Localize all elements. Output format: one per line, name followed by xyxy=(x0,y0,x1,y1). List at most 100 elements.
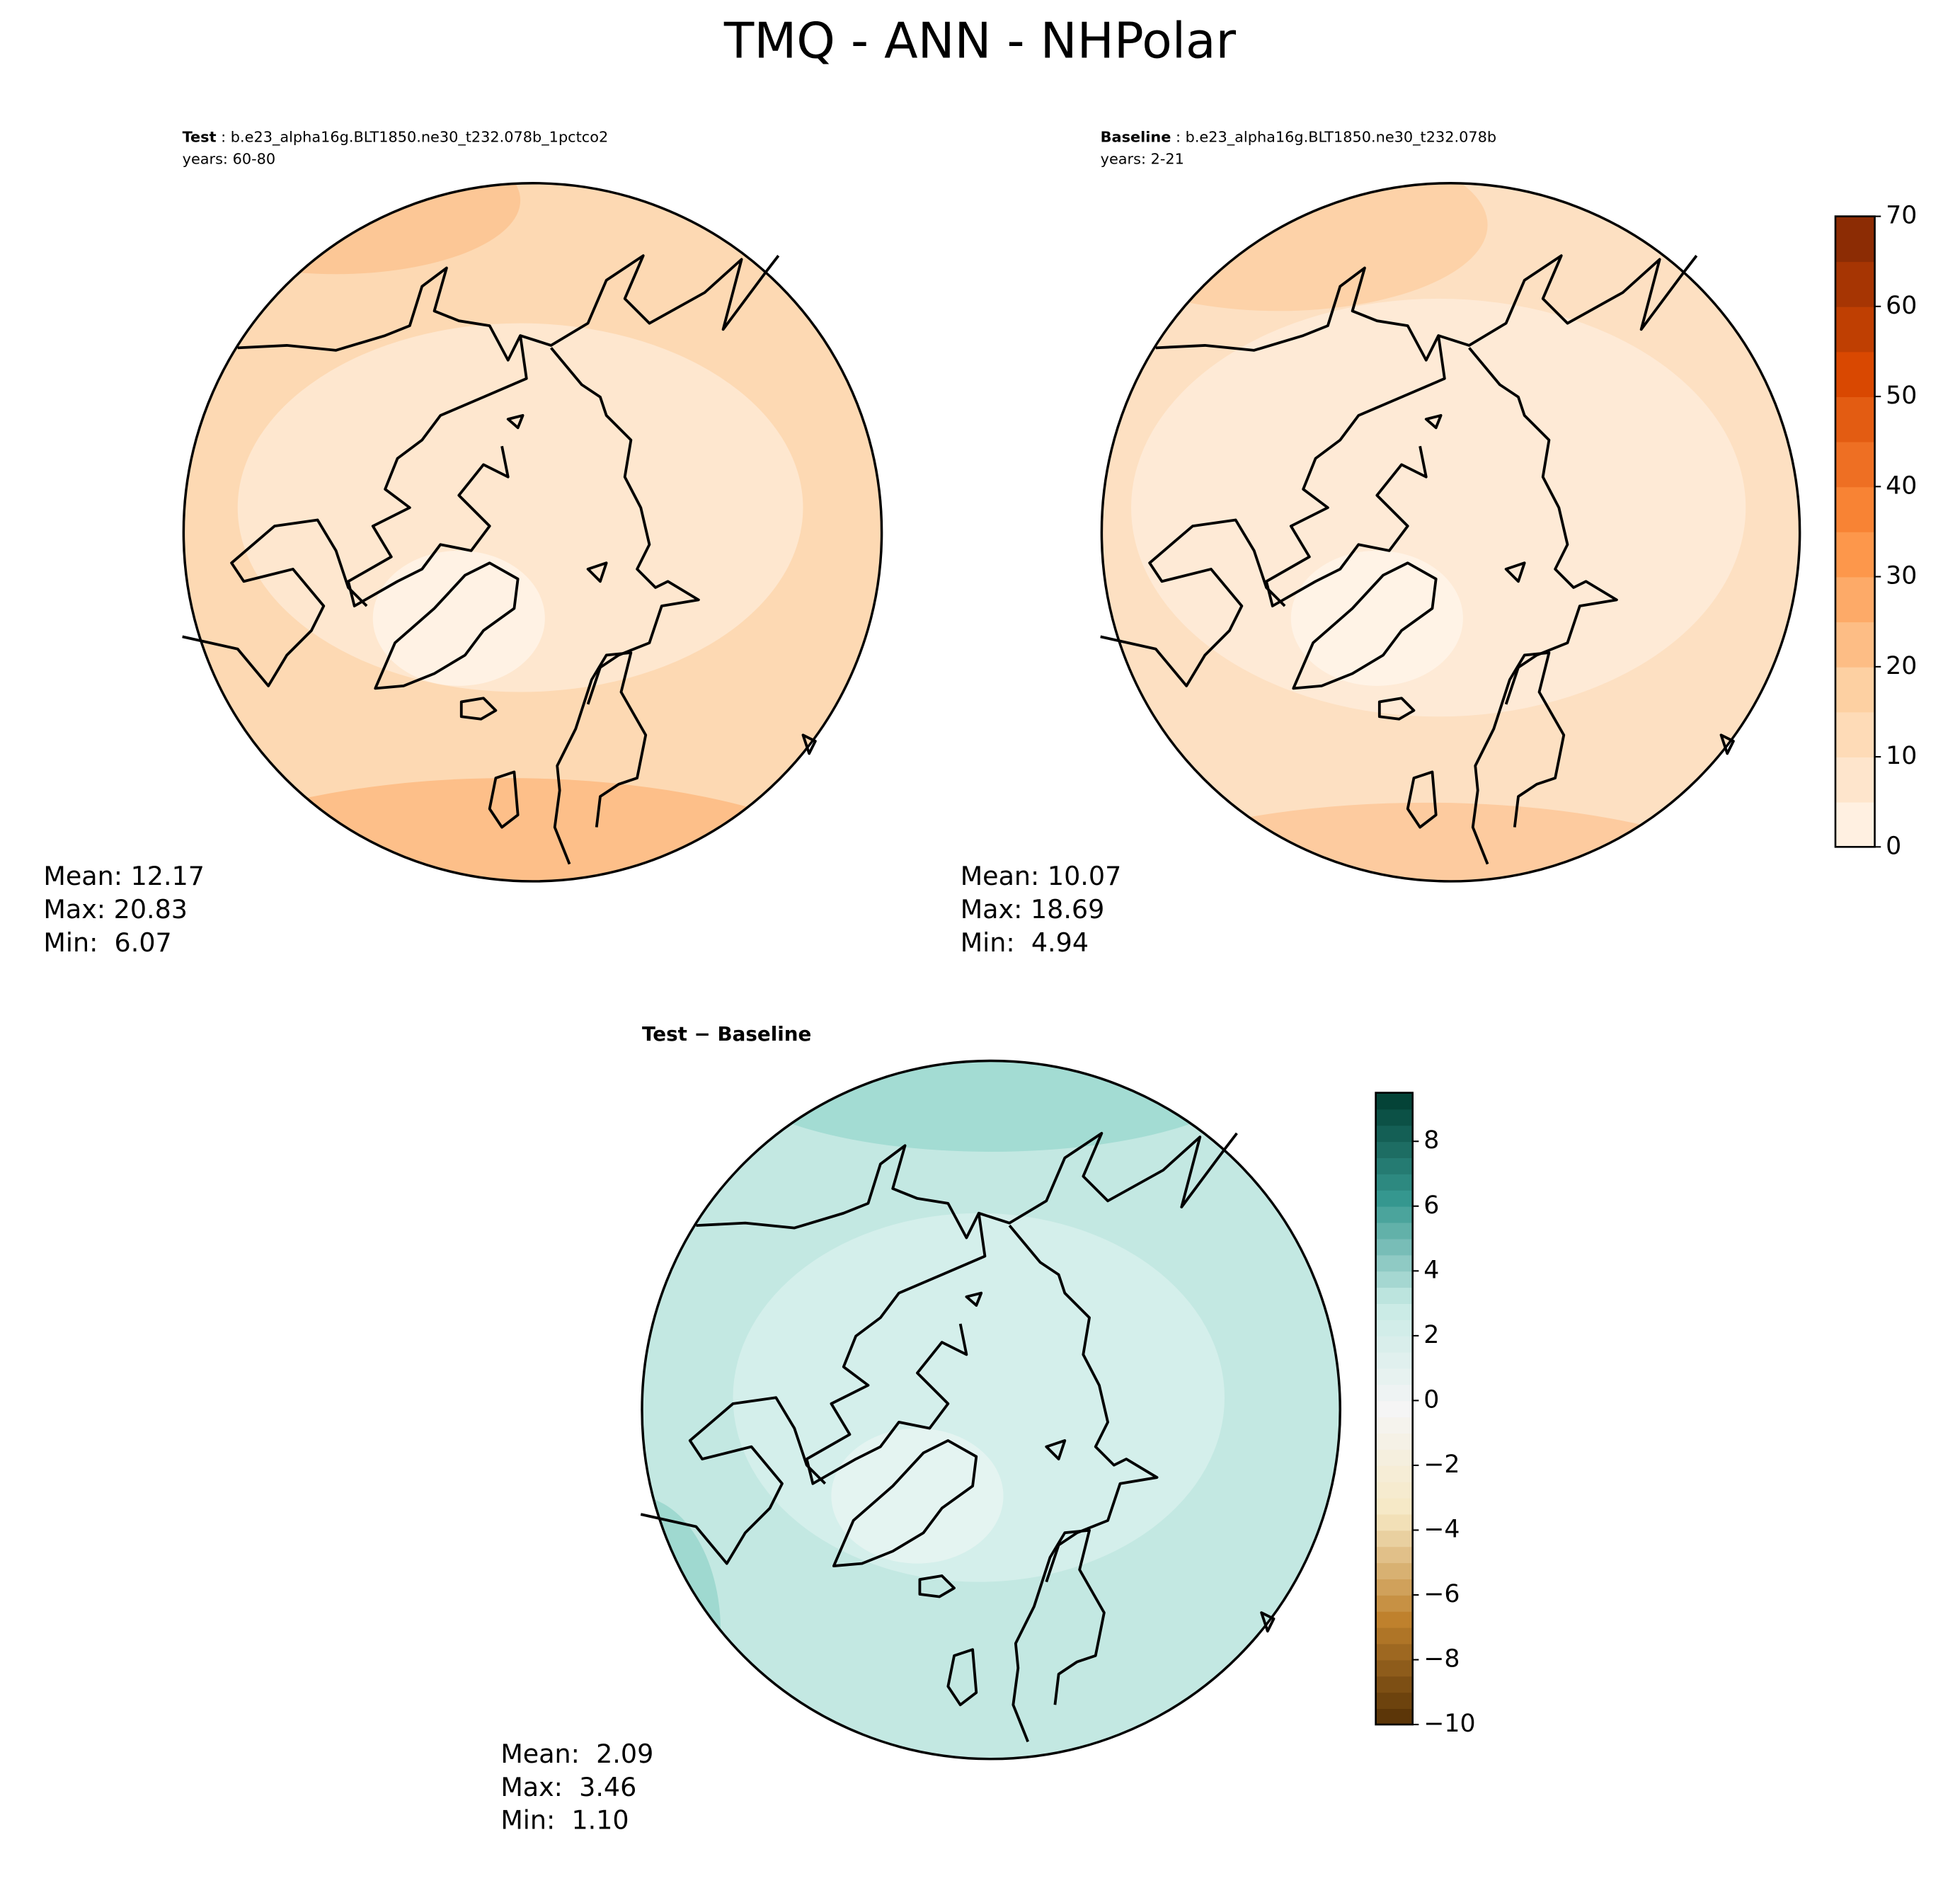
colorbar-tick-label: 60 xyxy=(1886,292,1917,320)
colorbar-band xyxy=(1835,306,1875,353)
stat: Mean: 12.17 xyxy=(43,861,205,891)
colorbar-band xyxy=(1375,1254,1413,1272)
colorbar-tick-label: 6 xyxy=(1423,1191,1439,1220)
case-name: : b.e23_alpha16g.BLT1850.ne30_t232.078b_… xyxy=(217,128,609,146)
stat: Min: 4.94 xyxy=(961,927,1089,958)
colorbar-band xyxy=(1375,1319,1413,1337)
colorbar-band xyxy=(1375,1643,1413,1661)
colorbar-band xyxy=(1375,1351,1413,1369)
colorbar-tick-label: 70 xyxy=(1886,202,1917,230)
stat: Mean: 10.07 xyxy=(961,861,1122,891)
panel-header: Baseline : b.e23_alpha16g.BLT1850.ne30_t… xyxy=(1101,128,1496,146)
map-panel: Test : b.e23_alpha16g.BLT1850.ne30_t232.… xyxy=(43,128,883,958)
colorbar-frame xyxy=(1834,215,1876,848)
colorbar-tick-label: 30 xyxy=(1886,562,1917,590)
colorbar-band xyxy=(1375,1303,1413,1320)
colorbar-band xyxy=(1375,1384,1413,1402)
polar-map xyxy=(1099,181,1801,883)
colorbar-band xyxy=(1375,1659,1413,1677)
colorbar-tick-label: 2 xyxy=(1423,1321,1439,1349)
colorbar-band xyxy=(1375,1610,1413,1628)
years: years: 60-80 xyxy=(183,151,275,168)
case-label: Baseline xyxy=(1101,128,1171,145)
colorbar-tick-label: −10 xyxy=(1423,1710,1475,1738)
colorbar-tick-label: −6 xyxy=(1423,1580,1460,1608)
colorbar-tick-label: 40 xyxy=(1886,471,1917,500)
colorbar-tick-label: 0 xyxy=(1423,1385,1439,1414)
stat: Min: 1.10 xyxy=(500,1805,629,1836)
colorbar-band xyxy=(1375,1481,1413,1499)
colorbar-band xyxy=(1375,1433,1413,1450)
case-name: : b.e23_alpha16g.BLT1850.ne30_t232.078b xyxy=(1171,128,1496,146)
colorbar-band xyxy=(1375,1497,1413,1515)
colorbar-tick-label: 0 xyxy=(1886,832,1901,860)
case-label: Test xyxy=(183,128,217,145)
colorbar-band xyxy=(1835,396,1875,442)
map-panel: Baseline : b.e23_alpha16g.BLT1850.ne30_t… xyxy=(961,128,1801,958)
colorbar-band xyxy=(1375,1287,1413,1304)
panel-header: Test − Baseline xyxy=(642,1022,811,1046)
colorbar-tick-label: −8 xyxy=(1423,1645,1460,1674)
colorbar-band xyxy=(1835,576,1875,623)
colorbar-band xyxy=(1375,1189,1413,1207)
colorbar-band xyxy=(1375,1579,1413,1596)
stat: Mean: 2.09 xyxy=(500,1739,653,1769)
colorbar-band xyxy=(1375,1141,1413,1158)
colorbar-band xyxy=(1835,216,1875,263)
colorbar-band xyxy=(1835,801,1875,848)
colorbar-band xyxy=(1375,1109,1413,1126)
colorbar-band xyxy=(1375,1514,1413,1531)
colorbar-tick-label: −2 xyxy=(1423,1451,1460,1479)
panel-header: Test : b.e23_alpha16g.BLT1850.ne30_t232.… xyxy=(183,128,609,146)
colorbar-band xyxy=(1375,1562,1413,1579)
polar-map xyxy=(180,181,883,883)
colorbar-band xyxy=(1835,666,1875,713)
colorbar-frame xyxy=(1375,1092,1414,1726)
colorbar-tick-label: 4 xyxy=(1423,1256,1439,1284)
colorbar-band xyxy=(1375,1238,1413,1256)
colorbar-band xyxy=(1375,1335,1413,1353)
map-panel: Test − Baseline Mean: 2.09 Max: 3.46 Min… xyxy=(500,1022,1341,1836)
colorbar-band xyxy=(1375,1449,1413,1466)
colorbar-band xyxy=(1375,1125,1413,1143)
stat: Max: 3.46 xyxy=(500,1772,636,1802)
colorbar-band xyxy=(1375,1627,1413,1644)
stat: Min: 6.07 xyxy=(43,927,171,958)
stat: Max: 18.69 xyxy=(961,894,1105,925)
colorbar-band xyxy=(1375,1368,1413,1385)
colorbar-tick-label: 10 xyxy=(1886,742,1917,770)
colorbar-band xyxy=(1375,1417,1413,1434)
colorbar-band xyxy=(1375,1708,1413,1725)
colorbar-band xyxy=(1375,1676,1413,1693)
colorbar-band xyxy=(1835,711,1875,757)
colorbar-band xyxy=(1835,757,1875,803)
colorbar-band xyxy=(1375,1092,1413,1110)
colorbar-band xyxy=(1375,1157,1413,1174)
colorbar-band xyxy=(1375,1271,1413,1288)
colorbar-band xyxy=(1375,1174,1413,1191)
colorbar-band xyxy=(1375,1400,1413,1418)
colorbar-band xyxy=(1375,1222,1413,1240)
colorbar-band xyxy=(1835,441,1875,488)
colorbar-tick-label: 8 xyxy=(1423,1126,1439,1155)
colorbar-tick-label: 20 xyxy=(1886,652,1917,680)
colorbar-band xyxy=(1375,1692,1413,1710)
colorbar-band xyxy=(1835,351,1875,397)
colorbar-band xyxy=(1375,1546,1413,1564)
colorbar-tick-label: −4 xyxy=(1423,1515,1460,1543)
figure-title: TMQ - ANN - NHPolar xyxy=(723,13,1237,70)
stat: Max: 20.83 xyxy=(43,894,188,925)
colorbar-band xyxy=(1375,1206,1413,1223)
colorbar-band xyxy=(1835,261,1875,307)
polar-map xyxy=(639,1059,1341,1761)
colorbar-band xyxy=(1835,622,1875,668)
colorbar-tick-label: 50 xyxy=(1886,382,1917,410)
colorbar-band xyxy=(1375,1530,1413,1547)
colorbar-band xyxy=(1835,531,1875,578)
colorbar-band xyxy=(1375,1594,1413,1612)
colorbar-band xyxy=(1835,486,1875,532)
years: years: 2-21 xyxy=(1101,151,1184,168)
colorbar-band xyxy=(1375,1465,1413,1482)
